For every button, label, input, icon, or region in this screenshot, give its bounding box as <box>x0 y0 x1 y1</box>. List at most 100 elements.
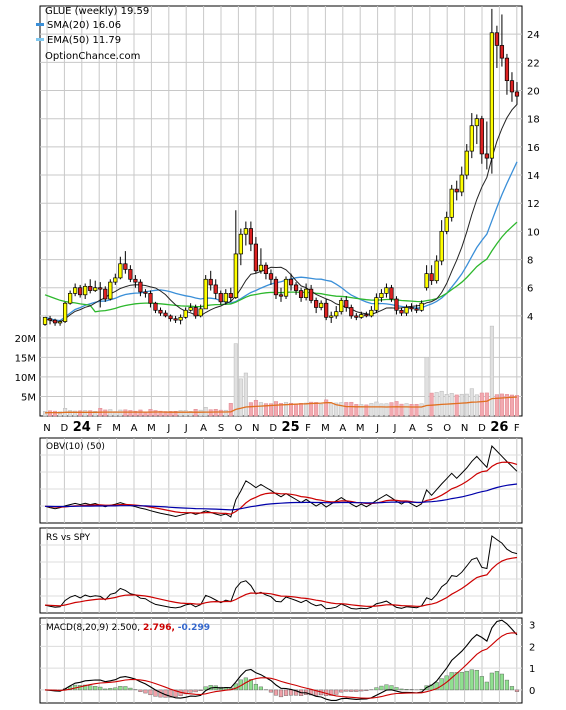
candle-body <box>440 231 444 261</box>
macd-histogram-bar <box>405 689 409 690</box>
macd-histogram-bar <box>500 674 504 690</box>
volume-bar <box>510 395 514 416</box>
candle-body <box>114 278 118 282</box>
candle-body <box>380 293 384 297</box>
macd-tick-label: 2 <box>529 642 535 653</box>
candle-body <box>259 265 263 271</box>
candle-body <box>465 151 469 175</box>
volume-bar <box>124 410 128 416</box>
candle-body <box>319 303 323 307</box>
volume-bar <box>43 411 47 416</box>
volume-bar <box>244 373 248 416</box>
candle-body <box>164 313 168 316</box>
x-tick-label: F <box>96 423 102 434</box>
x-tick-label: F <box>514 423 520 434</box>
price-tick-label: 12 <box>527 199 540 210</box>
candle-body <box>490 33 494 158</box>
candle-body <box>179 317 183 320</box>
macd-histogram-bar <box>344 690 348 691</box>
volume-bar <box>450 393 454 416</box>
volume-bar <box>129 410 133 416</box>
macd-histogram-bar <box>88 686 92 690</box>
candle-body <box>284 279 288 296</box>
macd-histogram-bar <box>108 688 112 690</box>
candle-body <box>194 307 198 315</box>
candle-body <box>314 300 318 307</box>
candle-body <box>480 119 484 154</box>
volume-bar <box>209 410 213 416</box>
volume-bar <box>304 403 308 416</box>
x-tick-label: M <box>147 423 156 434</box>
macd-histogram-bar <box>465 671 469 690</box>
price-tick-label: 14 <box>527 171 540 182</box>
x-tick-label: D <box>478 423 486 434</box>
macd-histogram-bar <box>490 673 494 690</box>
candle-body <box>430 274 434 281</box>
x-tick-label: J <box>375 423 379 434</box>
macd-histogram-bar <box>480 676 484 690</box>
x-tick-label: N <box>461 423 468 434</box>
volume-bar <box>455 395 459 416</box>
macd-histogram-bar <box>113 688 117 690</box>
candle-body <box>174 319 178 320</box>
candle-body <box>254 244 258 271</box>
volume-bar <box>490 326 494 416</box>
candle-body <box>420 303 424 310</box>
legend-sma-swatch <box>36 23 44 26</box>
candle-body <box>48 319 52 320</box>
x-tick-label: 25 <box>282 420 300 435</box>
legend-sma: SMA(20) 16.06 <box>47 20 121 31</box>
x-tick-label: D <box>269 423 277 434</box>
x-tick-label: D <box>61 423 69 434</box>
volume-bar <box>83 410 87 416</box>
candle-body <box>68 293 72 303</box>
macd-histogram-bar <box>510 686 514 690</box>
candle-body <box>495 33 499 46</box>
candle-body <box>370 310 374 316</box>
x-tick-label: J <box>166 423 170 434</box>
candle-body <box>329 316 333 317</box>
candle-body <box>93 288 97 291</box>
volume-bar <box>345 402 349 416</box>
candle-body <box>134 279 138 282</box>
x-tick-label: O <box>443 423 451 434</box>
volume-bar <box>88 411 92 416</box>
candle-body <box>104 289 108 299</box>
macd-histogram-bar <box>139 690 143 692</box>
volume-bar <box>239 379 243 416</box>
macd-histogram-bar <box>118 686 122 690</box>
candle-body <box>53 320 57 323</box>
x-tick-label: M <box>321 423 330 434</box>
volume-bar <box>78 411 82 416</box>
candle-body <box>485 154 489 158</box>
volume-bar <box>465 394 469 416</box>
candle-body <box>460 175 464 192</box>
volume-bar <box>48 411 52 416</box>
macd-histogram-bar <box>380 686 384 690</box>
x-tick-label: A <box>131 423 138 434</box>
volume-bar <box>515 395 519 416</box>
x-tick-label: N <box>252 423 259 434</box>
x-tick-label: O <box>234 423 242 434</box>
candle-body <box>294 285 298 291</box>
candle-body <box>400 310 404 313</box>
macd-histogram-bar <box>279 690 283 697</box>
candle-body <box>415 309 419 310</box>
x-tick-label: S <box>218 423 224 434</box>
volume-bar <box>445 394 449 416</box>
legend-title: GLUE (weekly) 19.59 <box>45 6 149 17</box>
volume-bar <box>440 391 444 416</box>
volume-bar <box>370 403 374 416</box>
candle-body <box>249 229 253 244</box>
x-tick-label: A <box>339 423 346 434</box>
candle-body <box>144 292 148 293</box>
macd-histogram-bar <box>194 690 198 692</box>
candle-body <box>184 310 188 317</box>
macd-value: MACD(8,20,9) 2.500, <box>46 623 140 633</box>
candle-body <box>289 279 293 285</box>
candle-body <box>405 307 409 313</box>
candle-body <box>214 285 218 293</box>
volume-bar <box>53 411 57 416</box>
candle-body <box>139 282 143 292</box>
volume-bar <box>109 410 113 416</box>
